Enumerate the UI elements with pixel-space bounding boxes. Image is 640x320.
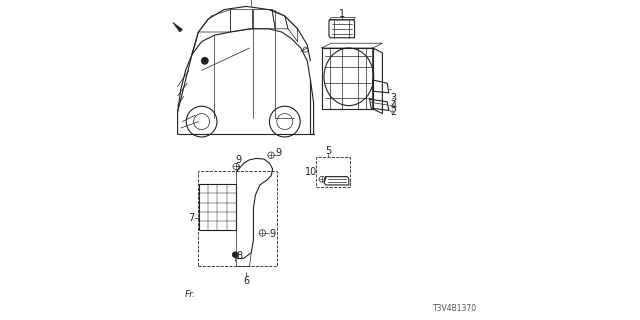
Circle shape (202, 58, 208, 64)
Text: 4: 4 (390, 100, 397, 111)
Text: 9: 9 (236, 155, 241, 165)
Bar (199, 184, 236, 230)
Text: T3V4B1370: T3V4B1370 (433, 304, 477, 313)
Text: 9: 9 (269, 228, 275, 239)
Text: 10: 10 (305, 167, 317, 177)
Text: 9: 9 (275, 148, 282, 158)
Text: 7: 7 (188, 212, 195, 223)
Text: 2: 2 (390, 107, 397, 117)
Text: 6: 6 (243, 276, 250, 286)
Text: 8: 8 (236, 251, 243, 261)
Bar (316, 157, 349, 187)
Text: 1: 1 (339, 9, 346, 20)
Text: 3: 3 (390, 92, 397, 103)
Text: Fr.: Fr. (184, 290, 195, 299)
Circle shape (233, 252, 238, 257)
Polygon shape (173, 22, 182, 32)
Bar (198, 171, 277, 266)
Text: 5: 5 (325, 146, 331, 156)
